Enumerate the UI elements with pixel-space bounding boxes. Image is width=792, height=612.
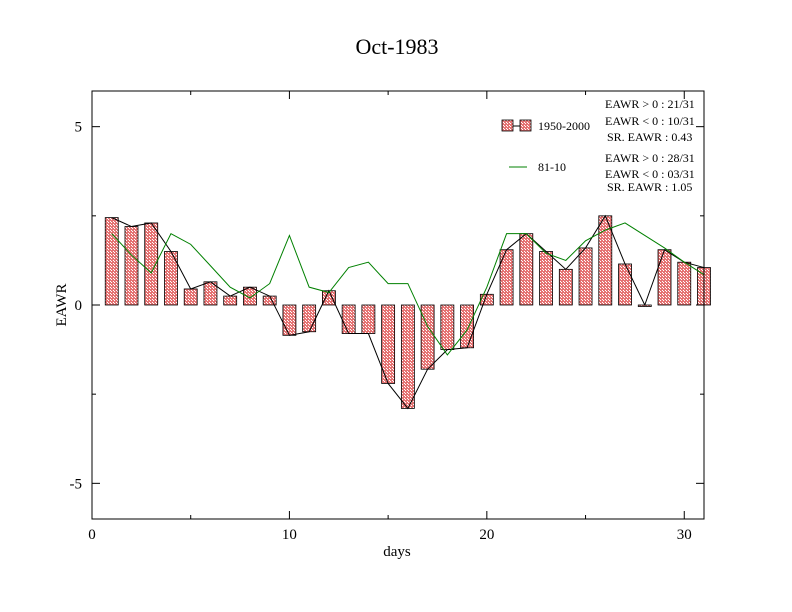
series-line-81-10 bbox=[111, 222, 705, 356]
bar-day-17 bbox=[420, 304, 435, 370]
legend-label-1950-2000: 1950-2000 bbox=[538, 119, 590, 133]
x-tick-label-30: 30 bbox=[677, 527, 692, 543]
bar-day-14 bbox=[361, 304, 376, 334]
legend: 1950-2000 81-10 bbox=[501, 119, 590, 174]
bar-day-8 bbox=[243, 286, 257, 306]
y-tick-label-0: 0 bbox=[75, 298, 83, 314]
x-tick-label-10: 10 bbox=[282, 527, 297, 543]
stat-group2-line1: EAWR > 0 : 28/31 bbox=[605, 151, 695, 165]
bar-day-25 bbox=[578, 247, 593, 306]
stat-group2-line2: EAWR < 0 : 03/31 bbox=[605, 167, 695, 181]
x-axis-label: days bbox=[383, 544, 411, 560]
bar-day-7 bbox=[223, 295, 238, 306]
bar-day-10 bbox=[282, 304, 297, 336]
stat-group1-line2: EAWR < 0 : 10/31 bbox=[605, 114, 695, 128]
bar-day-13 bbox=[341, 304, 356, 334]
series-line-1950-2000 bbox=[111, 214, 705, 410]
plot-content bbox=[104, 214, 711, 410]
legend-swatch-left-1950-2000 bbox=[501, 119, 514, 132]
legend-swatch-right-1950-2000 bbox=[519, 119, 532, 132]
bar-day-22 bbox=[519, 233, 534, 306]
bar-day-19 bbox=[460, 304, 474, 349]
bar-day-1 bbox=[104, 217, 119, 306]
x-tick-label-0: 0 bbox=[88, 527, 96, 543]
stat-group2-line3: SR. EAWR : 1.05 bbox=[607, 180, 692, 194]
axes: 0 10 20 30 -5 0 5 bbox=[70, 91, 704, 543]
bar-day-26 bbox=[598, 215, 613, 306]
bar-day-5 bbox=[183, 288, 198, 306]
bar-day-30 bbox=[677, 261, 692, 306]
legend-label-81-10: 81-10 bbox=[538, 160, 566, 174]
bar-day-24 bbox=[558, 268, 573, 306]
y-axis-label: EAWR bbox=[54, 284, 70, 327]
bar-day-27 bbox=[618, 263, 632, 306]
y-tick-label-5: 5 bbox=[75, 120, 83, 136]
bar-day-16 bbox=[400, 304, 415, 409]
y-tick-label--5: -5 bbox=[70, 476, 83, 492]
chart-title: Oct-1983 bbox=[355, 34, 438, 59]
stat-group1-line1: EAWR > 0 : 21/31 bbox=[605, 97, 695, 111]
bar-day-18 bbox=[440, 304, 455, 350]
bar-day-29 bbox=[657, 249, 672, 306]
stats-annotations: EAWR > 0 : 21/31 EAWR < 0 : 10/31 SR. EA… bbox=[605, 97, 695, 194]
bar-day-2 bbox=[124, 226, 139, 306]
bar-day-23 bbox=[539, 251, 553, 306]
bar-day-9 bbox=[262, 295, 277, 306]
stat-group1-line3: SR. EAWR : 0.43 bbox=[607, 130, 692, 144]
bar-day-11 bbox=[302, 304, 317, 333]
bar-day-21 bbox=[499, 249, 514, 306]
x-tick-label-20: 20 bbox=[479, 527, 494, 543]
